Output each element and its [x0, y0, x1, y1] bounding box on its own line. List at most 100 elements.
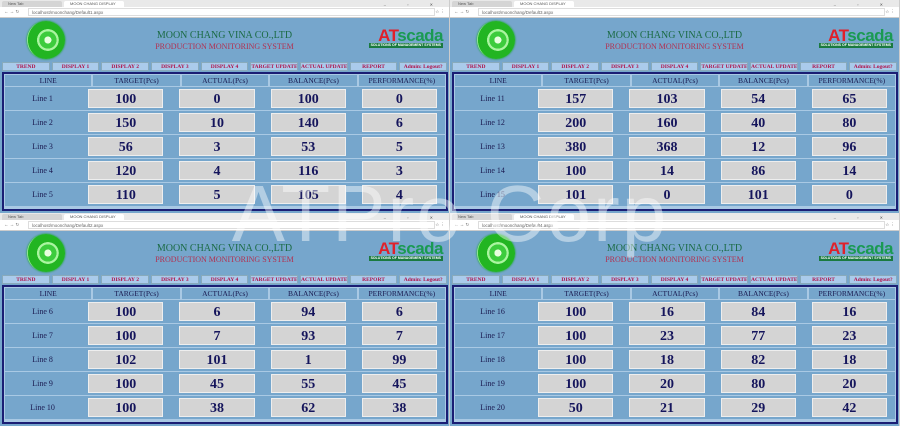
nav-logout[interactable]: Admin: Logout? [399, 275, 448, 284]
column-header-actual: ACTUAL(Pcs) [631, 288, 719, 299]
nav-display-1[interactable]: DISPLAY 1 [501, 275, 550, 284]
table-row: Line 5 110 5 105 4 [5, 183, 446, 206]
nav-target-update[interactable]: TARGET UPDATE [250, 62, 299, 71]
tab-moonchang[interactable]: MOON CHANG DISPLAY [64, 214, 124, 220]
nav-arrows-icon[interactable]: ← → ↻ [4, 222, 20, 227]
target-value: 200 [538, 113, 614, 132]
nav-actual-update[interactable]: ACTUAL UPDATE [750, 62, 798, 71]
nav-display-2[interactable]: DISPLAY 2 [101, 62, 150, 71]
window-controls[interactable]: – ▫ ✕ [833, 2, 893, 7]
nav-target-update[interactable]: TARGET UPDATE [700, 275, 749, 284]
window-controls[interactable]: – ▫ ✕ [383, 2, 443, 7]
nav-target-update[interactable]: TARGET UPDATE [250, 275, 299, 284]
nav-logout[interactable]: Admin: Logout? [849, 62, 898, 71]
balance-value: 1 [270, 350, 346, 369]
system-title: PRODUCTION MONITORING SYSTEM [605, 42, 744, 51]
balance-value: 29 [720, 398, 796, 417]
nav-trend[interactable]: TREND [452, 275, 500, 284]
url-input[interactable]: localhost/moonchang/Default1.aspx [28, 8, 436, 16]
nav-bar: TREND DISPLAY 1 DISPLAY 2 DISPLAY 3 DISPLAY … [0, 62, 449, 71]
atscada-logo: ATscada SOLUTIONS OF MANAGEMENT SYSTEMS [818, 27, 893, 48]
nav-display-4[interactable]: DISPLAY 4 [200, 275, 249, 284]
nav-display-1[interactable]: DISPLAY 1 [51, 62, 100, 71]
window-controls[interactable]: – ▫ ✕ [833, 215, 893, 220]
target-value: 100 [538, 326, 614, 345]
target-value: 100 [88, 302, 164, 321]
actual-value: 23 [629, 326, 705, 345]
balance-value: 116 [270, 161, 346, 180]
tab-moonchang[interactable]: MOON CHANG DISPLAY [514, 1, 574, 7]
table-header: LINE TARGET(Pcs) ACTUAL(Pcs) BALANCE(Pcs) PE… [5, 75, 446, 86]
nav-arrows-icon[interactable]: ← → ↻ [454, 222, 470, 227]
nav-display-2[interactable]: DISPLAY 2 [101, 275, 150, 284]
url-input[interactable]: localhost/moonchang/Default3.aspx [478, 8, 886, 16]
nav-display-2[interactable]: DISPLAY 2 [551, 62, 600, 71]
nav-display-4[interactable]: DISPLAY 4 [650, 62, 699, 71]
brand-tagline: SOLUTIONS OF MANAGEMENT SYSTEMS [368, 256, 443, 261]
browser-window: New Tab MOON CHANG DISPLAY – ▫ ✕ ← → ↻ l… [0, 213, 450, 426]
target-value: 56 [88, 137, 164, 156]
nav-display-3[interactable]: DISPLAY 3 [601, 275, 649, 284]
nav-trend[interactable]: TREND [2, 62, 50, 71]
target-value: 380 [538, 137, 614, 156]
nav-report[interactable]: REPORT [799, 275, 848, 284]
production-table: LINE TARGET(Pcs) ACTUAL(Pcs) BALANCE(Pcs) PE… [452, 72, 898, 211]
line-label: Line 13 [480, 142, 505, 151]
tab-moonchang[interactable]: MOON CHANG DISPLAY [514, 214, 574, 220]
column-header-actual: ACTUAL(Pcs) [181, 288, 269, 299]
nav-trend[interactable]: TREND [2, 275, 50, 284]
nav-arrows-icon[interactable]: ← → ↻ [454, 9, 470, 14]
company-name: MOON CHANG VINA CO.,LTD [156, 243, 293, 254]
nav-report[interactable]: REPORT [799, 62, 848, 71]
nav-display-3[interactable]: DISPLAY 3 [151, 275, 199, 284]
tab-bar: New Tab MOON CHANG DISPLAY – ▫ ✕ [450, 0, 899, 7]
tab-new[interactable]: New Tab [452, 214, 512, 220]
nav-display-3[interactable]: DISPLAY 3 [601, 62, 649, 71]
nav-logout[interactable]: Admin: Logout? [399, 62, 448, 71]
column-header-line: LINE [455, 75, 542, 86]
nav-display-4[interactable]: DISPLAY 4 [200, 62, 249, 71]
url-input[interactable]: localhost/moonchang/Default2.aspx [28, 221, 436, 229]
nav-target-update[interactable]: TARGET UPDATE [700, 62, 749, 71]
system-title: PRODUCTION MONITORING SYSTEM [155, 42, 294, 51]
nav-report[interactable]: REPORT [349, 275, 398, 284]
performance-value: 45 [361, 374, 438, 393]
column-header-line: LINE [5, 288, 92, 299]
nav-actual-update[interactable]: ACTUAL UPDATE [300, 62, 348, 71]
nav-actual-update[interactable]: ACTUAL UPDATE [300, 275, 348, 284]
brand-at: AT [378, 239, 398, 258]
nav-report[interactable]: REPORT [349, 62, 398, 71]
nav-logout[interactable]: Admin: Logout? [849, 275, 898, 284]
production-table: LINE TARGET(Pcs) ACTUAL(Pcs) BALANCE(Pcs) PE… [2, 72, 448, 211]
balance-value: 101 [720, 185, 796, 204]
star-icon[interactable]: ☆ ⋮ [435, 222, 445, 227]
nav-display-1[interactable]: DISPLAY 1 [51, 275, 100, 284]
performance-value: 5 [361, 137, 438, 156]
url-input[interactable]: localhost/moonchang/Default4.aspx [478, 221, 886, 229]
performance-value: 18 [811, 350, 888, 369]
brand-at: AT [378, 26, 398, 45]
star-icon[interactable]: ☆ ⋮ [885, 222, 895, 227]
nav-arrows-icon[interactable]: ← → ↻ [4, 9, 20, 14]
tab-bar: New Tab MOON CHANG DISPLAY – ▫ ✕ [0, 0, 449, 7]
window-controls[interactable]: – ▫ ✕ [383, 215, 443, 220]
line-label: Line 17 [480, 331, 505, 340]
table-row: Line 8 102 101 1 99 [5, 348, 446, 371]
nav-display-4[interactable]: DISPLAY 4 [650, 275, 699, 284]
star-icon[interactable]: ☆ ⋮ [435, 9, 445, 14]
actual-value: 4 [179, 161, 255, 180]
line-label: Line 4 [32, 166, 53, 175]
nav-display-3[interactable]: DISPLAY 3 [151, 62, 199, 71]
nav-actual-update[interactable]: ACTUAL UPDATE [750, 275, 798, 284]
star-icon[interactable]: ☆ ⋮ [885, 9, 895, 14]
tab-new[interactable]: New Tab [2, 214, 62, 220]
tab-new[interactable]: New Tab [2, 1, 62, 7]
column-header-line: LINE [5, 75, 92, 86]
nav-display-2[interactable]: DISPLAY 2 [551, 275, 600, 284]
nav-trend[interactable]: TREND [452, 62, 500, 71]
tab-new[interactable]: New Tab [452, 1, 512, 7]
nav-display-1[interactable]: DISPLAY 1 [501, 62, 550, 71]
table-row: Line 3 56 3 53 5 [5, 135, 446, 158]
tab-moonchang[interactable]: MOON CHANG DISPLAY [64, 1, 124, 7]
actual-value: 0 [179, 89, 255, 108]
